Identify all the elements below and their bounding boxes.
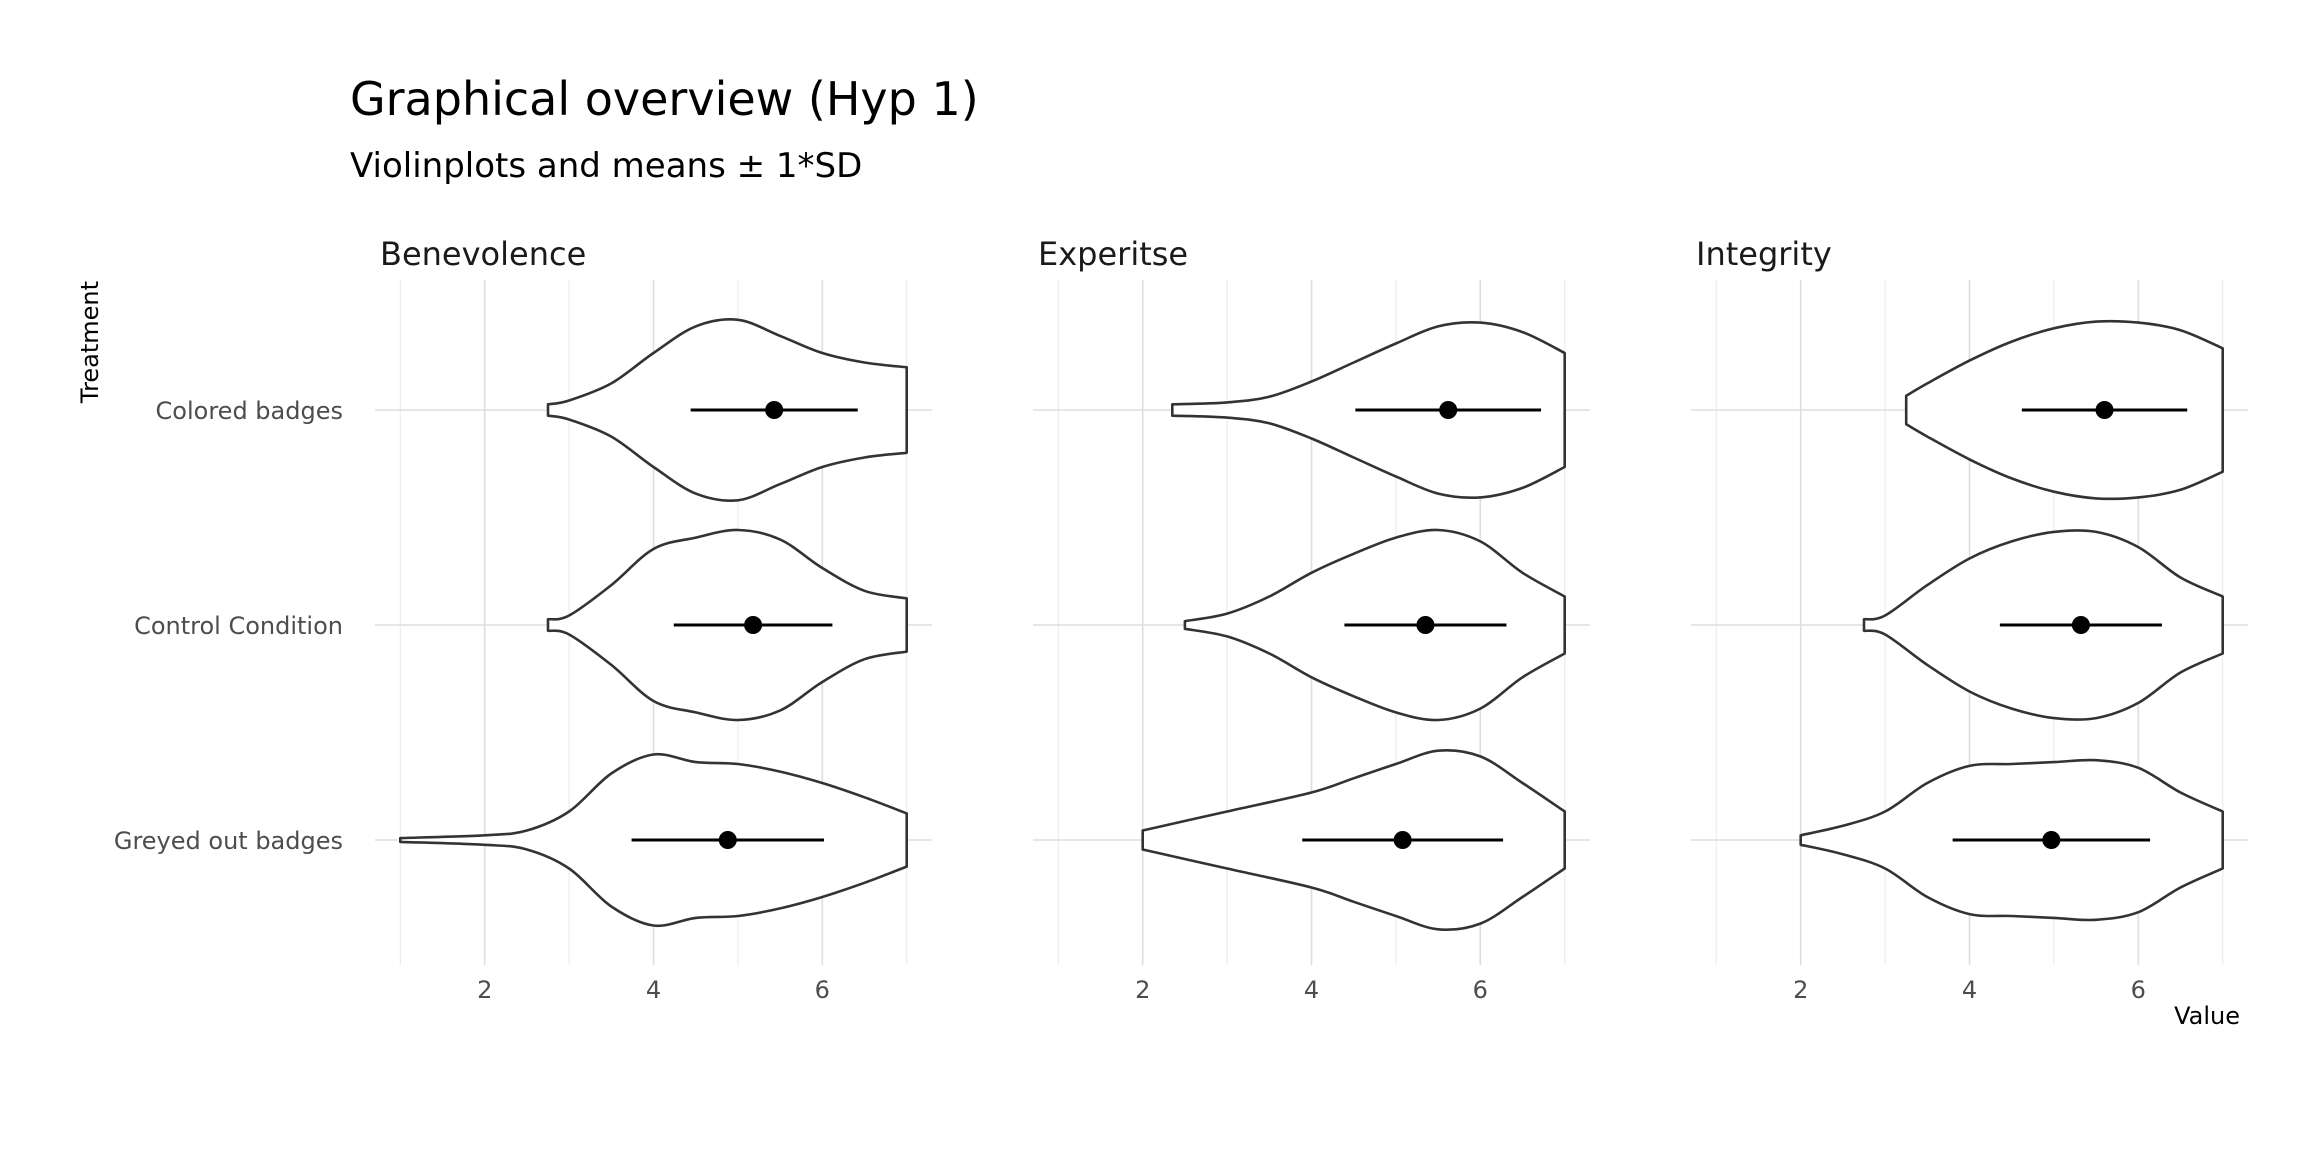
y-tick-label: Greyed out badges xyxy=(114,827,343,855)
x-tick-label: 4 xyxy=(1304,976,1319,1004)
mean-point xyxy=(2095,401,2114,419)
y-tick-label: Control Condition xyxy=(134,612,343,640)
x-axis-title: Value xyxy=(2174,1002,2240,1030)
mean-point xyxy=(2042,831,2061,849)
y-tick-label: Colored badges xyxy=(156,397,343,425)
facet-benevolence: Benevolence 2 4 6 xyxy=(375,235,932,1004)
facet-label: Experitse xyxy=(1038,235,1188,273)
x-tick-label: 2 xyxy=(1135,976,1150,1004)
mean-point xyxy=(718,831,737,849)
facet-experitse: Experitse 2 4 6 xyxy=(1033,235,1590,1004)
y-axis-title: Treatment xyxy=(76,281,104,404)
mean-point xyxy=(1393,831,1412,849)
facet-label: Benevolence xyxy=(380,235,586,273)
facet-panels: Colored badges Control Condition Greyed ou… xyxy=(114,235,2248,1004)
x-tick-label: 4 xyxy=(646,976,661,1004)
x-tick-label: 6 xyxy=(815,976,830,1004)
x-tick-label: 6 xyxy=(2131,976,2146,1004)
x-tick-label: 6 xyxy=(1473,976,1488,1004)
mean-point xyxy=(1439,401,1458,419)
mean-point xyxy=(765,401,784,419)
chart-title: Graphical overview (Hyp 1) xyxy=(350,72,979,126)
x-tick-label: 2 xyxy=(1793,976,1808,1004)
mean-point xyxy=(2071,616,2090,634)
facet-integrity: Integrity 2 4 6 xyxy=(1691,235,2248,1004)
x-tick-label: 4 xyxy=(1962,976,1977,1004)
mean-point xyxy=(1416,616,1435,634)
chart-subtitle: Violinplots and means ± 1*SD xyxy=(350,146,862,186)
mean-point xyxy=(744,616,763,634)
x-tick-label: 2 xyxy=(477,976,492,1004)
facet-label: Integrity xyxy=(1696,235,1832,273)
